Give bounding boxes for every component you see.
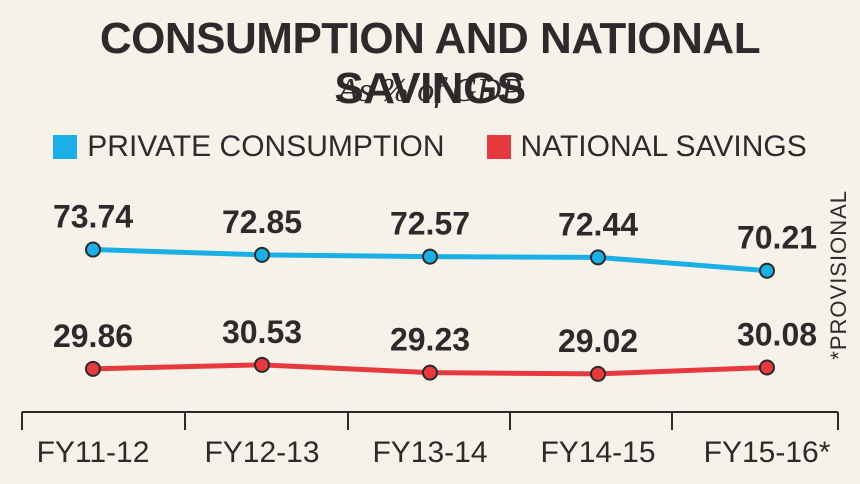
data-point (759, 359, 775, 376)
data-label: 72.85 (222, 204, 302, 240)
x-tick-label: FY15-16* (704, 436, 831, 469)
data-point (254, 246, 270, 263)
legend: PRIVATE CONSUMPTION NATIONAL SAVINGS (0, 130, 860, 164)
chart-title: CONSUMPTION AND NATIONAL SAVINGS (99, 14, 761, 113)
legend-swatch-national-savings (486, 135, 511, 159)
data-point (422, 248, 438, 265)
legend-label-national-savings: NATIONAL SAVINGS (520, 130, 807, 163)
data-label: 72.44 (558, 206, 638, 242)
chart-subtitle: As % of GDP (337, 72, 523, 109)
data-label: 30.08 (737, 317, 817, 353)
data-label: 29.02 (558, 323, 638, 359)
legend-item-private-consumption: PRIVATE CONSUMPTION (53, 130, 445, 164)
data-point (422, 364, 438, 381)
data-label: 29.23 (390, 322, 470, 358)
x-tick-label: FY13-14 (372, 436, 487, 469)
data-label: 29.86 (53, 318, 133, 354)
data-label: 73.74 (53, 199, 133, 235)
data-point (590, 249, 606, 266)
data-point (254, 356, 270, 373)
data-point (759, 262, 775, 279)
data-label: 70.21 (737, 220, 817, 256)
data-point (590, 365, 606, 382)
legend-label-private-consumption: PRIVATE CONSUMPTION (87, 130, 445, 163)
x-tick-label: FY12-13 (204, 436, 319, 469)
data-label: 30.53 (222, 314, 302, 350)
legend-swatch-private-consumption (53, 135, 78, 159)
data-point (85, 241, 101, 258)
data-label: 72.57 (390, 206, 470, 242)
data-point (85, 360, 101, 377)
legend-item-national-savings: NATIONAL SAVINGS (486, 130, 807, 164)
x-tick-label: FY11-12 (37, 436, 150, 469)
x-tick-label: FY14-15 (540, 436, 655, 469)
